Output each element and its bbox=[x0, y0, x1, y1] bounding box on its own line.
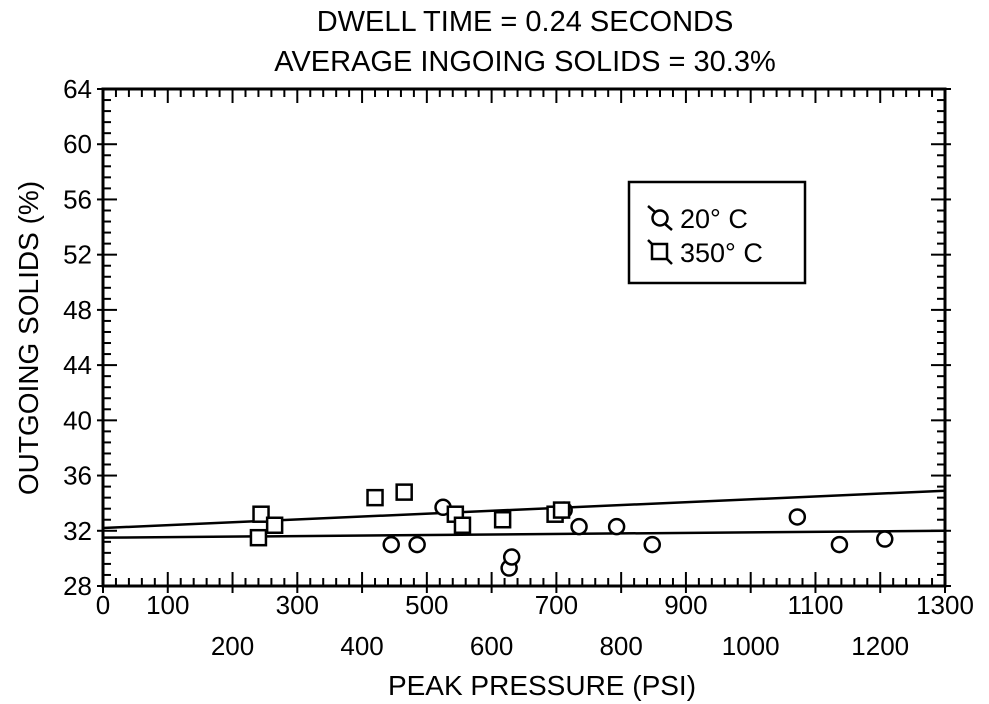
x-tick-label: 100 bbox=[146, 590, 189, 620]
plot-frame bbox=[101, 87, 947, 588]
data-markers bbox=[249, 483, 894, 577]
data-point-350c bbox=[366, 488, 384, 507]
x-tick-label: 1000 bbox=[722, 631, 780, 661]
x-tick-label: 500 bbox=[405, 590, 448, 620]
data-point-350c bbox=[395, 483, 413, 501]
x-tick-label: 300 bbox=[276, 590, 319, 620]
legend-box bbox=[627, 180, 807, 285]
data-point-350c bbox=[249, 528, 268, 547]
x-tick-label: 800 bbox=[599, 631, 642, 661]
data-point-20c bbox=[502, 548, 521, 566]
x-tick-label: 0 bbox=[96, 590, 110, 620]
fit-line-20c bbox=[102, 529, 946, 539]
y-tick-label: 40 bbox=[63, 405, 92, 435]
y-tick-label: 32 bbox=[63, 516, 92, 546]
data-point-350c bbox=[552, 501, 571, 519]
data-point-350c bbox=[265, 516, 284, 535]
axis-ticks bbox=[97, 88, 951, 593]
legend-label-20c: 20° C bbox=[680, 204, 748, 234]
tick-labels: 0 100 300 500 700 900 1100 1300 200 400 600 800 1000… bbox=[63, 74, 974, 661]
chart-subtitle: AVERAGE INGOING SOLIDS = 30.3% bbox=[274, 46, 776, 78]
data-point-20c bbox=[570, 517, 588, 536]
x-tick-label: 400 bbox=[340, 631, 383, 661]
data-point-20c bbox=[607, 517, 626, 536]
x-tick-label: 1200 bbox=[851, 631, 909, 661]
data-point-20c bbox=[408, 535, 426, 554]
y-tick-label: 44 bbox=[63, 350, 92, 380]
x-tick-label: 900 bbox=[664, 590, 707, 620]
fit-lines bbox=[102, 489, 946, 539]
legend: 20° C 350° C bbox=[627, 180, 807, 285]
fit-line-350c bbox=[102, 489, 946, 530]
data-point-350c bbox=[252, 505, 270, 523]
y-tick-label: 56 bbox=[63, 184, 92, 214]
data-point-20c bbox=[382, 535, 400, 554]
y-tick-label: 52 bbox=[63, 240, 92, 270]
chart-title: DWELL TIME = 0.24 SECONDS bbox=[317, 6, 734, 38]
x-tick-label: 1100 bbox=[788, 590, 844, 620]
data-point-350c bbox=[493, 510, 512, 529]
y-tick-label: 36 bbox=[63, 461, 92, 491]
data-point-350c bbox=[453, 516, 472, 535]
legend-square-marker bbox=[647, 239, 673, 265]
y-tick-label: 28 bbox=[63, 571, 92, 601]
legend-circle-marker bbox=[647, 205, 673, 231]
y-tick-label: 60 bbox=[63, 129, 92, 159]
data-point-20c bbox=[788, 508, 807, 526]
data-point-20c bbox=[876, 530, 894, 548]
x-tick-label: 700 bbox=[535, 590, 578, 620]
data-point-20c bbox=[830, 535, 849, 554]
x-tick-label: 1300 bbox=[916, 590, 974, 620]
x-tick-label: 600 bbox=[470, 631, 513, 661]
x-tick-label: 200 bbox=[211, 631, 254, 661]
x-axis-label: PEAK PRESSURE (PSI) bbox=[388, 670, 696, 701]
y-axis-label: OUTGOING SOLIDS (%) bbox=[13, 181, 44, 495]
data-point-20c bbox=[643, 535, 661, 554]
legend-label-350c: 350° C bbox=[680, 238, 763, 268]
y-tick-label: 64 bbox=[63, 74, 92, 104]
y-tick-label: 48 bbox=[63, 295, 92, 325]
